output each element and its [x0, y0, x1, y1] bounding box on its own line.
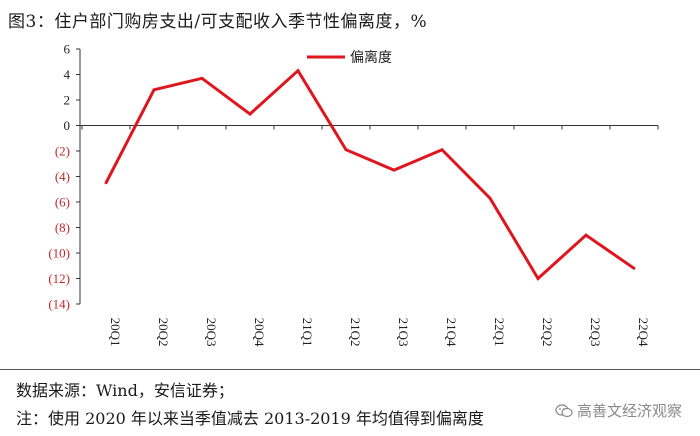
axes: 6 4 2 0 (2) (4) (6) (8) (10) (12) (14) 20Q1 20Q2 20Q3… — [48, 42, 659, 347]
y-tick-label: 2 — [64, 93, 71, 108]
legend-label: 偏离度 — [350, 49, 392, 66]
data-point — [440, 148, 444, 152]
y-tick-label: (8) — [55, 220, 70, 235]
line-chart: 6 4 2 0 (2) (4) (6) (8) (10) (12) (14) 20Q1 20Q2 20Q3… — [48, 42, 659, 347]
data-point — [104, 181, 108, 185]
x-tick-label: 20Q1 — [108, 318, 123, 347]
source-note: 数据来源：Wind，安信证券； — [16, 381, 234, 400]
x-tick-label: 20Q2 — [156, 318, 171, 347]
y-tick-label: 6 — [64, 42, 71, 57]
x-tick-label: 21Q2 — [348, 318, 363, 347]
data-point — [344, 148, 348, 152]
data-point — [536, 277, 540, 280]
y-tick-label: (12) — [48, 271, 70, 286]
footnote: 注：使用 2020 年以来当季值减去 2013-2019 年均值得到偏离度 — [16, 409, 484, 428]
watermark-text: 高善文经济观察 — [576, 402, 682, 420]
y-tick-label: (6) — [55, 195, 70, 210]
y-tick-label: 0 — [64, 118, 71, 133]
data-point — [296, 69, 300, 73]
x-tick-label: 22Q4 — [636, 318, 651, 347]
series-line — [104, 68, 635, 281]
x-tick-label: 21Q3 — [396, 318, 411, 347]
data-point — [200, 76, 204, 80]
divider-top — [0, 369, 700, 370]
x-tick-label: 20Q3 — [204, 318, 219, 347]
wechat-icon — [555, 403, 573, 417]
watermark: 高善文经济观察 — [555, 400, 682, 421]
data-point — [248, 112, 252, 116]
chart-title: 图3：住户部门购房支出/可支配收入季节性偏离度，% — [8, 12, 428, 32]
y-tick-label: (2) — [55, 144, 70, 159]
data-point — [584, 233, 588, 237]
data-point — [488, 196, 492, 200]
x-tick-label: 21Q1 — [300, 318, 315, 347]
data-point — [152, 88, 156, 92]
y-tick-label: (10) — [48, 246, 70, 261]
x-tick-label: 22Q2 — [540, 318, 555, 347]
x-tick-label: 22Q3 — [588, 318, 603, 347]
x-tick-label: 20Q4 — [252, 318, 267, 347]
legend: 偏离度 — [307, 49, 392, 66]
x-tick-label: 21Q4 — [444, 318, 459, 347]
x-tick-label: 22Q1 — [492, 318, 507, 347]
y-tick-label: (4) — [55, 169, 70, 184]
y-tick-label: 4 — [64, 67, 71, 82]
data-point — [632, 266, 636, 270]
y-tick-label: (14) — [48, 297, 70, 312]
data-point — [392, 168, 396, 172]
series-layer — [104, 68, 636, 281]
